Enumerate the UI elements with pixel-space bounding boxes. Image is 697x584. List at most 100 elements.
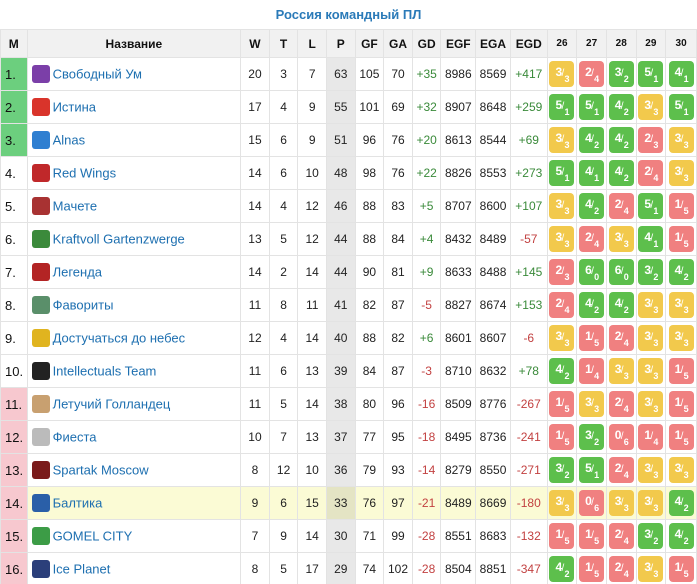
- round-result-cell[interactable]: 3/3: [665, 123, 697, 157]
- round-result-cell[interactable]: 1/5: [665, 189, 697, 223]
- round-result-cell[interactable]: 5/1: [546, 156, 578, 190]
- round-result-cell[interactable]: 4/2: [665, 519, 697, 553]
- round-result-cell[interactable]: 6/0: [605, 255, 637, 289]
- round-result-cell[interactable]: 2/4: [605, 321, 637, 355]
- result-chip[interactable]: 5/1: [668, 94, 694, 120]
- round-result-cell[interactable]: 1/5: [546, 387, 578, 421]
- column-header[interactable]: EGD: [509, 29, 548, 58]
- team-name-link[interactable]: Red Wings: [52, 165, 117, 181]
- column-header[interactable]: 30: [665, 29, 697, 58]
- round-result-cell[interactable]: 4/2: [605, 123, 637, 157]
- result-chip[interactable]: 4/2: [579, 127, 605, 153]
- result-chip[interactable]: 3/3: [668, 127, 694, 153]
- result-chip[interactable]: 3/3: [668, 325, 694, 351]
- round-result-cell[interactable]: 4/2: [576, 288, 607, 322]
- round-result-cell[interactable]: 3/3: [635, 387, 667, 421]
- round-result-cell[interactable]: 5/1: [576, 90, 607, 124]
- round-result-cell[interactable]: 5/1: [635, 189, 667, 223]
- round-result-cell[interactable]: 3/3: [605, 486, 637, 520]
- team-name-cell[interactable]: Балтика: [26, 486, 242, 520]
- round-result-cell[interactable]: 4/2: [576, 123, 607, 157]
- round-result-cell[interactable]: 1/5: [665, 552, 697, 584]
- result-chip[interactable]: 3/3: [549, 325, 575, 351]
- round-result-cell[interactable]: 3/3: [665, 453, 697, 487]
- round-result-cell[interactable]: 3/3: [635, 90, 667, 124]
- result-chip[interactable]: 1/5: [579, 325, 605, 351]
- result-chip[interactable]: 3/3: [668, 457, 694, 483]
- round-result-cell[interactable]: 4/2: [605, 156, 637, 190]
- result-chip[interactable]: 4/2: [668, 490, 694, 516]
- result-chip[interactable]: 3/3: [549, 61, 575, 87]
- result-chip[interactable]: 3/3: [638, 292, 664, 318]
- result-chip[interactable]: 6/0: [579, 259, 605, 285]
- result-chip[interactable]: 4/1: [638, 226, 664, 252]
- team-name-cell[interactable]: Ice Planet: [26, 552, 242, 584]
- result-chip[interactable]: 1/5: [579, 556, 605, 582]
- team-name-cell[interactable]: GOMEL CITY: [26, 519, 242, 553]
- round-result-cell[interactable]: 1/4: [635, 420, 667, 454]
- round-result-cell[interactable]: 4/2: [605, 288, 637, 322]
- column-header[interactable]: GA: [383, 29, 413, 58]
- result-chip[interactable]: 6/0: [608, 259, 634, 285]
- round-result-cell[interactable]: 3/2: [576, 420, 607, 454]
- result-chip[interactable]: 1/5: [579, 523, 605, 549]
- round-result-cell[interactable]: 3/3: [665, 156, 697, 190]
- round-result-cell[interactable]: 4/2: [546, 354, 578, 388]
- result-chip[interactable]: 1/4: [579, 358, 605, 384]
- round-result-cell[interactable]: 3/3: [546, 486, 578, 520]
- round-result-cell[interactable]: 1/5: [665, 387, 697, 421]
- result-chip[interactable]: 3/3: [549, 193, 575, 219]
- round-result-cell[interactable]: 5/1: [546, 90, 578, 124]
- team-name-cell[interactable]: Свободный Ум: [26, 57, 242, 91]
- round-result-cell[interactable]: 2/4: [635, 156, 667, 190]
- round-result-cell[interactable]: 1/5: [665, 222, 697, 256]
- result-chip[interactable]: 5/1: [638, 61, 664, 87]
- round-result-cell[interactable]: 2/4: [546, 288, 578, 322]
- column-header[interactable]: 28: [605, 29, 637, 58]
- result-chip[interactable]: 3/3: [638, 457, 664, 483]
- round-result-cell[interactable]: 6/0: [576, 255, 607, 289]
- result-chip[interactable]: 4/2: [608, 292, 634, 318]
- result-chip[interactable]: 4/2: [549, 556, 575, 582]
- result-chip[interactable]: 5/1: [549, 94, 575, 120]
- column-header[interactable]: 27: [576, 29, 607, 58]
- round-result-cell[interactable]: 3/3: [546, 57, 578, 91]
- result-chip[interactable]: 2/4: [608, 193, 634, 219]
- column-header[interactable]: T: [268, 29, 299, 58]
- column-header[interactable]: P: [325, 29, 356, 58]
- team-name-link[interactable]: Легенда: [52, 264, 103, 280]
- round-result-cell[interactable]: 2/4: [605, 519, 637, 553]
- result-chip[interactable]: 2/4: [608, 523, 634, 549]
- result-chip[interactable]: 1/5: [668, 193, 694, 219]
- round-result-cell[interactable]: 3/2: [546, 453, 578, 487]
- result-chip[interactable]: 1/5: [668, 226, 694, 252]
- result-chip[interactable]: 4/1: [668, 61, 694, 87]
- round-result-cell[interactable]: 5/1: [635, 57, 667, 91]
- round-result-cell[interactable]: 1/5: [665, 420, 697, 454]
- round-result-cell[interactable]: 3/3: [605, 222, 637, 256]
- team-name-link[interactable]: Балтика: [52, 495, 103, 511]
- result-chip[interactable]: 0/6: [579, 490, 605, 516]
- column-header[interactable]: Название: [26, 29, 242, 58]
- column-header[interactable]: EGA: [475, 29, 511, 58]
- result-chip[interactable]: 3/2: [638, 259, 664, 285]
- team-name-link[interactable]: Истина: [52, 99, 97, 115]
- team-name-cell[interactable]: Red Wings: [26, 156, 242, 190]
- result-chip[interactable]: 3/3: [638, 556, 664, 582]
- round-result-cell[interactable]: 4/2: [605, 90, 637, 124]
- result-chip[interactable]: 3/3: [668, 160, 694, 186]
- result-chip[interactable]: 2/4: [608, 457, 634, 483]
- result-chip[interactable]: 4/2: [668, 523, 694, 549]
- result-chip[interactable]: 1/5: [549, 523, 575, 549]
- round-result-cell[interactable]: 3/2: [635, 519, 667, 553]
- result-chip[interactable]: 1/5: [668, 424, 694, 450]
- round-result-cell[interactable]: 4/2: [576, 189, 607, 223]
- result-chip[interactable]: 2/4: [608, 325, 634, 351]
- round-result-cell[interactable]: 3/3: [635, 552, 667, 584]
- column-header[interactable]: M: [0, 29, 28, 58]
- team-name-cell[interactable]: Фиеста: [26, 420, 242, 454]
- round-result-cell[interactable]: 0/6: [576, 486, 607, 520]
- result-chip[interactable]: 2/4: [638, 160, 664, 186]
- team-name-cell[interactable]: Мачете: [26, 189, 242, 223]
- round-result-cell[interactable]: 3/3: [635, 354, 667, 388]
